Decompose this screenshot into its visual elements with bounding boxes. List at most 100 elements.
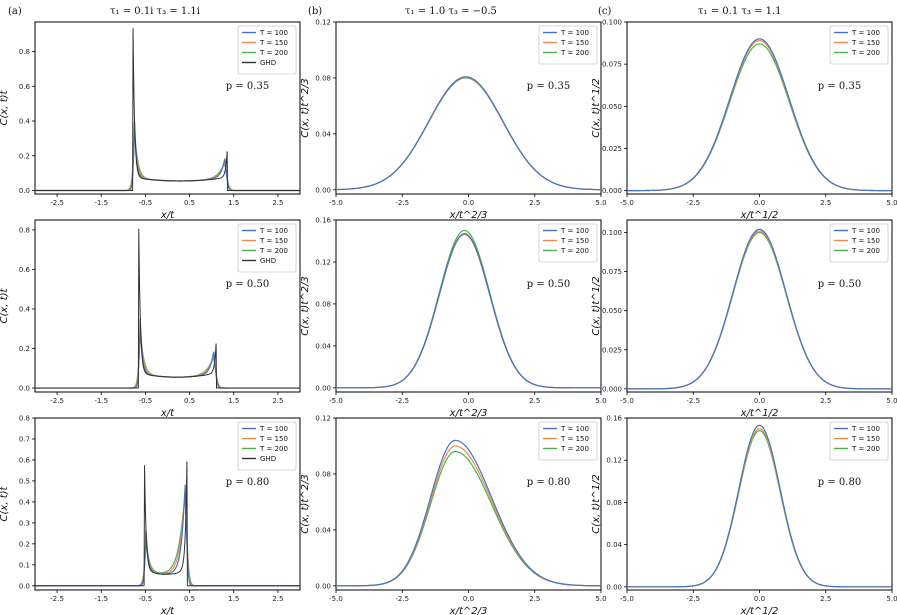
y-tick-label: 0.8 bbox=[19, 48, 30, 56]
series-group bbox=[35, 28, 300, 192]
y-tick-label: 0.075 bbox=[602, 61, 622, 69]
series-line-0 bbox=[336, 233, 601, 389]
series-line-2 bbox=[35, 335, 300, 389]
x-tick-label: 2.5 bbox=[529, 397, 540, 405]
y-axis-label: C(x, t)t^2/3 bbox=[300, 276, 311, 335]
y-tick-label: 0.00 bbox=[315, 582, 331, 590]
x-tick-label: -2.5 bbox=[395, 397, 409, 405]
p-value-label: p = 0.35 bbox=[818, 81, 861, 92]
x-tick-label: -5.0 bbox=[620, 199, 634, 207]
series-group bbox=[35, 228, 300, 389]
legend-box bbox=[538, 223, 598, 263]
y-tick-label: 0.050 bbox=[602, 307, 622, 315]
x-tick-label: 2.5 bbox=[820, 199, 831, 207]
x-tick-label: 5.0 bbox=[886, 199, 897, 207]
y-tick-label: 0.04 bbox=[315, 130, 331, 138]
legend-label: GHD bbox=[260, 455, 276, 463]
legend-label: T = 100 bbox=[851, 227, 880, 235]
legend: T = 100 T = 150 T = 200 bbox=[538, 421, 598, 461]
y-tick-label: 0.08 bbox=[315, 300, 331, 308]
x-tick-label: -2.5 bbox=[50, 199, 64, 207]
x-tick-label: 2.5 bbox=[820, 397, 831, 405]
y-tick-label: 0.4 bbox=[19, 118, 31, 126]
x-tick-label: -2.5 bbox=[395, 595, 409, 603]
x-tick-label: 0.0 bbox=[463, 397, 474, 405]
series-line-0 bbox=[627, 424, 892, 588]
legend: T = 100 T = 150 T = 200 bbox=[538, 25, 598, 65]
legend-label: T = 200 bbox=[560, 49, 589, 57]
series-line-2 bbox=[336, 77, 601, 191]
legend-label: GHD bbox=[260, 59, 276, 67]
y-tick-label: 0.6 bbox=[19, 266, 31, 274]
plot-frame bbox=[34, 21, 301, 195]
series-line-0 bbox=[35, 121, 300, 192]
legend: T = 100 T = 150 T = 200 bbox=[829, 223, 889, 263]
col-b-title: τ₁ = 1.0 τ₃ = −0.5 bbox=[405, 6, 497, 17]
legend-label: T = 150 bbox=[560, 237, 589, 245]
series-line-0 bbox=[627, 228, 892, 390]
x-tick-label: -2.5 bbox=[686, 397, 700, 405]
legend-label: T = 200 bbox=[259, 49, 288, 57]
x-tick-label: -2.5 bbox=[50, 595, 64, 603]
series-line-0 bbox=[336, 439, 601, 587]
legend: T = 100 T = 150 T = 200 GHD bbox=[237, 25, 297, 75]
column-titles: (a) τ₁ = 0.1i τ₃ = 1.1i (b) τ₁ = 1.0 τ₃ … bbox=[8, 6, 782, 17]
x-tick-label: 5.0 bbox=[595, 595, 606, 603]
legend-label: T = 100 bbox=[851, 425, 880, 433]
x-tick-label: 0.5 bbox=[184, 397, 195, 405]
legend-label: T = 100 bbox=[259, 29, 288, 37]
legend-label: T = 100 bbox=[560, 425, 589, 433]
y-tick-label: 0.4 bbox=[19, 498, 31, 506]
legend: T = 100 T = 150 T = 200 bbox=[538, 223, 598, 263]
legend: T = 100 T = 150 T = 200 bbox=[829, 421, 889, 461]
x-tick-label: -5.0 bbox=[620, 595, 634, 603]
x-tick-label: 0.5 bbox=[184, 199, 195, 207]
y-tick-label: 0.000 bbox=[602, 187, 622, 195]
panel-c2: -5.0 -2.5 0.0 2.5 5.0 0.000 0.025 0.050 0.075 0.1… bbox=[591, 219, 897, 419]
col-c-title: τ₁ = 0.1 τ₃ = 1.1 bbox=[698, 6, 782, 17]
p-value-label: p = 0.80 bbox=[527, 477, 570, 488]
legend-label: T = 200 bbox=[851, 247, 880, 255]
series-group bbox=[627, 424, 892, 588]
col-a-label: (a) bbox=[8, 6, 22, 17]
y-tick-label: 0.16 bbox=[606, 415, 622, 423]
y-tick-label: 0.100 bbox=[602, 229, 622, 237]
x-tick-label: -0.5 bbox=[139, 199, 153, 207]
series-group bbox=[627, 228, 892, 390]
y-tick-label: 0.0 bbox=[19, 582, 30, 590]
legend-label: T = 200 bbox=[851, 49, 880, 57]
col-a-title: τ₁ = 0.1i τ₃ = 1.1i bbox=[110, 6, 200, 17]
legend-label: T = 100 bbox=[259, 425, 288, 433]
y-tick-label: 0.025 bbox=[602, 346, 622, 354]
series-line-1 bbox=[35, 492, 300, 587]
series-line-1 bbox=[336, 445, 601, 587]
x-tick-label: -2.5 bbox=[686, 199, 700, 207]
x-tick-label: 5.0 bbox=[595, 397, 606, 405]
legend-label: T = 150 bbox=[259, 435, 288, 443]
col-c-label: (c) bbox=[598, 6, 612, 17]
x-tick-label: 1.5 bbox=[228, 199, 239, 207]
y-tick-label: 0.04 bbox=[315, 342, 331, 350]
y-axis-label: C(x, t)t^1/2 bbox=[591, 474, 602, 533]
series-line-ghd bbox=[35, 228, 300, 389]
y-tick-label: 0.1 bbox=[19, 561, 30, 569]
p-value-label: p = 0.80 bbox=[226, 477, 269, 488]
x-tick-label: 0.0 bbox=[754, 595, 765, 603]
y-tick-label: 0.025 bbox=[602, 145, 622, 153]
x-tick-label: -0.5 bbox=[139, 595, 153, 603]
y-axis-label: C(x, t)t bbox=[0, 287, 10, 323]
legend-box bbox=[538, 25, 598, 65]
series-group bbox=[336, 439, 601, 587]
x-axis-label: x/t^2/3 bbox=[449, 606, 488, 615]
y-tick-label: 0.5 bbox=[19, 477, 30, 485]
x-tick-label: 2.5 bbox=[272, 397, 283, 405]
y-axis-label: C(x, t)t^1/2 bbox=[591, 78, 602, 137]
y-axis-label: C(x, t)t^2/3 bbox=[300, 78, 311, 137]
y-tick-label: 0.12 bbox=[315, 415, 331, 423]
legend-label: T = 150 bbox=[560, 39, 589, 47]
legend-label: T = 100 bbox=[259, 227, 288, 235]
x-tick-label: 2.5 bbox=[529, 199, 540, 207]
legend-label: T = 200 bbox=[560, 445, 589, 453]
panel-c1: -5.0 -2.5 0.0 2.5 5.0 0.000 0.025 0.050 0.075 0.1… bbox=[591, 19, 897, 222]
y-tick-label: 0.12 bbox=[606, 457, 622, 465]
